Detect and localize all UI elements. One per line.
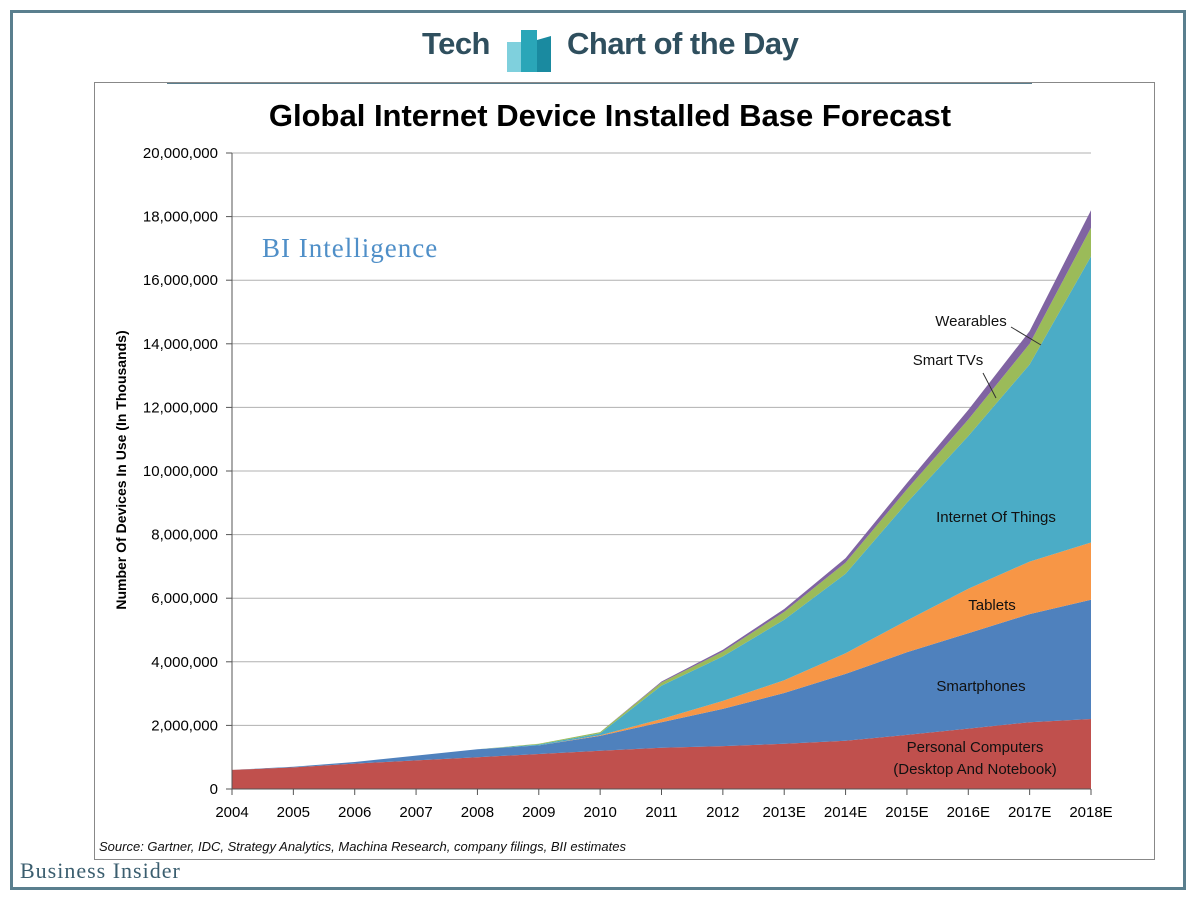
area-series — [232, 210, 1091, 789]
y-tick-label: 14,000,000 — [143, 336, 218, 353]
y-tick-label: 8,000,000 — [151, 527, 218, 544]
series-label: Wearables — [935, 313, 1006, 330]
x-tick-label: 2006 — [338, 804, 371, 821]
chart-title: Global Internet Device Installed Base Fo… — [268, 98, 952, 133]
chart-frame — [94, 82, 1155, 860]
y-tick-label: 18,000,000 — [143, 209, 218, 226]
smart-tvs-leader-line — [982, 372, 997, 399]
y-tick-label: 16,000,000 — [143, 272, 218, 289]
series-label: (Desktop And Notebook) — [893, 761, 1056, 778]
header-divider — [167, 83, 1032, 84]
business-insider-logo: Business Insider — [20, 858, 181, 883]
x-tick-label: 2014E — [824, 804, 867, 821]
wearables-leader-line — [1010, 326, 1042, 346]
chart-logo-icon — [507, 30, 551, 72]
x-tick-label: 2004 — [215, 804, 248, 821]
x-tick-label: 2005 — [277, 804, 310, 821]
x-tick-label: 2013E — [763, 804, 806, 821]
y-tick-label: 10,000,000 — [143, 463, 218, 480]
series-label: Tablets — [968, 597, 1016, 614]
x-tick-label: 2008 — [461, 804, 494, 821]
y-tick-label: 6,000,000 — [151, 590, 218, 607]
x-tick-label: 2009 — [522, 804, 555, 821]
x-tick-label: 2012 — [706, 804, 739, 821]
y-tick-label: 0 — [210, 781, 218, 798]
area-personal-computers-desktop-and-notebook — [232, 719, 1091, 789]
axes: 0 2,000,000 4,000,000 6,000,000 8,000,000 10,… — [143, 145, 1113, 821]
source-note: Source: Gartner, IDC, Strategy Analytics… — [99, 839, 626, 854]
x-tick-label: 2015E — [885, 804, 928, 821]
header-chart-of-the-day-label: Chart of the Day — [567, 26, 799, 61]
x-tick-label: 2017E — [1008, 804, 1051, 821]
y-tick-label: 4,000,000 — [151, 654, 218, 671]
series-label: Internet Of Things — [936, 509, 1056, 526]
x-tick-label: 2010 — [583, 804, 616, 821]
area-internet-of-things — [232, 256, 1091, 770]
series-label: Personal Computers — [907, 739, 1044, 756]
x-tick-label: 2007 — [399, 804, 432, 821]
series-label: Smart TVs — [913, 352, 984, 369]
x-tick-label: 2016E — [947, 804, 990, 821]
header-tech-label: Tech — [421, 26, 491, 61]
series-labels: Personal Computers (Desktop And Notebook)… — [893, 313, 1056, 778]
area-smartphones — [232, 599, 1091, 770]
series-label: Smartphones — [936, 678, 1025, 695]
chart-of-the-day-header: Tech Chart of the Day — [0, 12, 1200, 84]
bi-intelligence-watermark: BI Intelligence — [262, 233, 438, 263]
y-tick-label: 20,000,000 — [143, 145, 218, 162]
x-tick-label: 2018E — [1069, 804, 1112, 821]
y-axis-label: Number Of Devices In Use (In Thousands) — [113, 330, 129, 609]
x-tick-label: 2011 — [645, 804, 677, 821]
y-tick-label: 2,000,000 — [151, 717, 218, 734]
y-tick-label: 12,000,000 — [143, 399, 218, 416]
